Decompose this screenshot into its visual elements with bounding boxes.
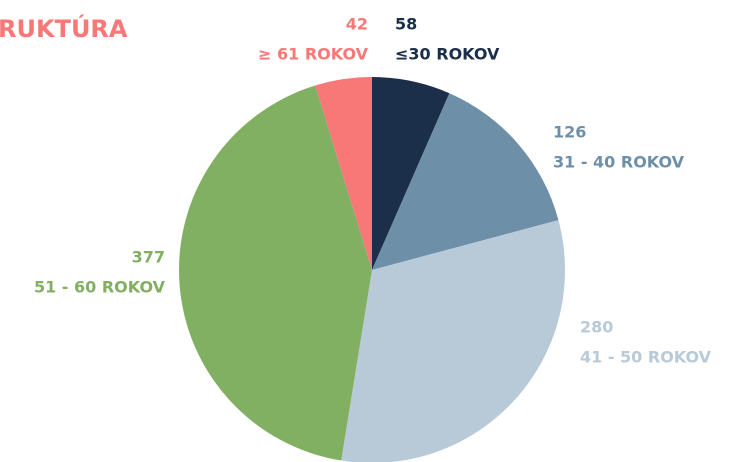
chart-title: RUKTÚRA bbox=[0, 13, 128, 43]
data-label: 126 bbox=[553, 123, 586, 142]
pie-slice bbox=[372, 93, 559, 270]
category-label: ≤30 ROKOV bbox=[395, 45, 500, 64]
category-label: ≥ 61 ROKOV bbox=[258, 45, 369, 64]
data-label: 42 bbox=[346, 15, 368, 34]
pie-slice bbox=[341, 220, 565, 462]
pie-slice bbox=[179, 85, 372, 461]
category-label: 41 - 50 ROKOV bbox=[580, 348, 712, 367]
data-label: 280 bbox=[580, 318, 613, 337]
category-label: 51 - 60 ROKOV bbox=[34, 278, 166, 297]
pie-slice bbox=[372, 77, 450, 270]
data-label: 377 bbox=[132, 248, 165, 267]
pie-slice bbox=[315, 77, 372, 270]
category-label: 31 - 40 ROKOV bbox=[553, 153, 685, 172]
data-label: 58 bbox=[395, 15, 417, 34]
